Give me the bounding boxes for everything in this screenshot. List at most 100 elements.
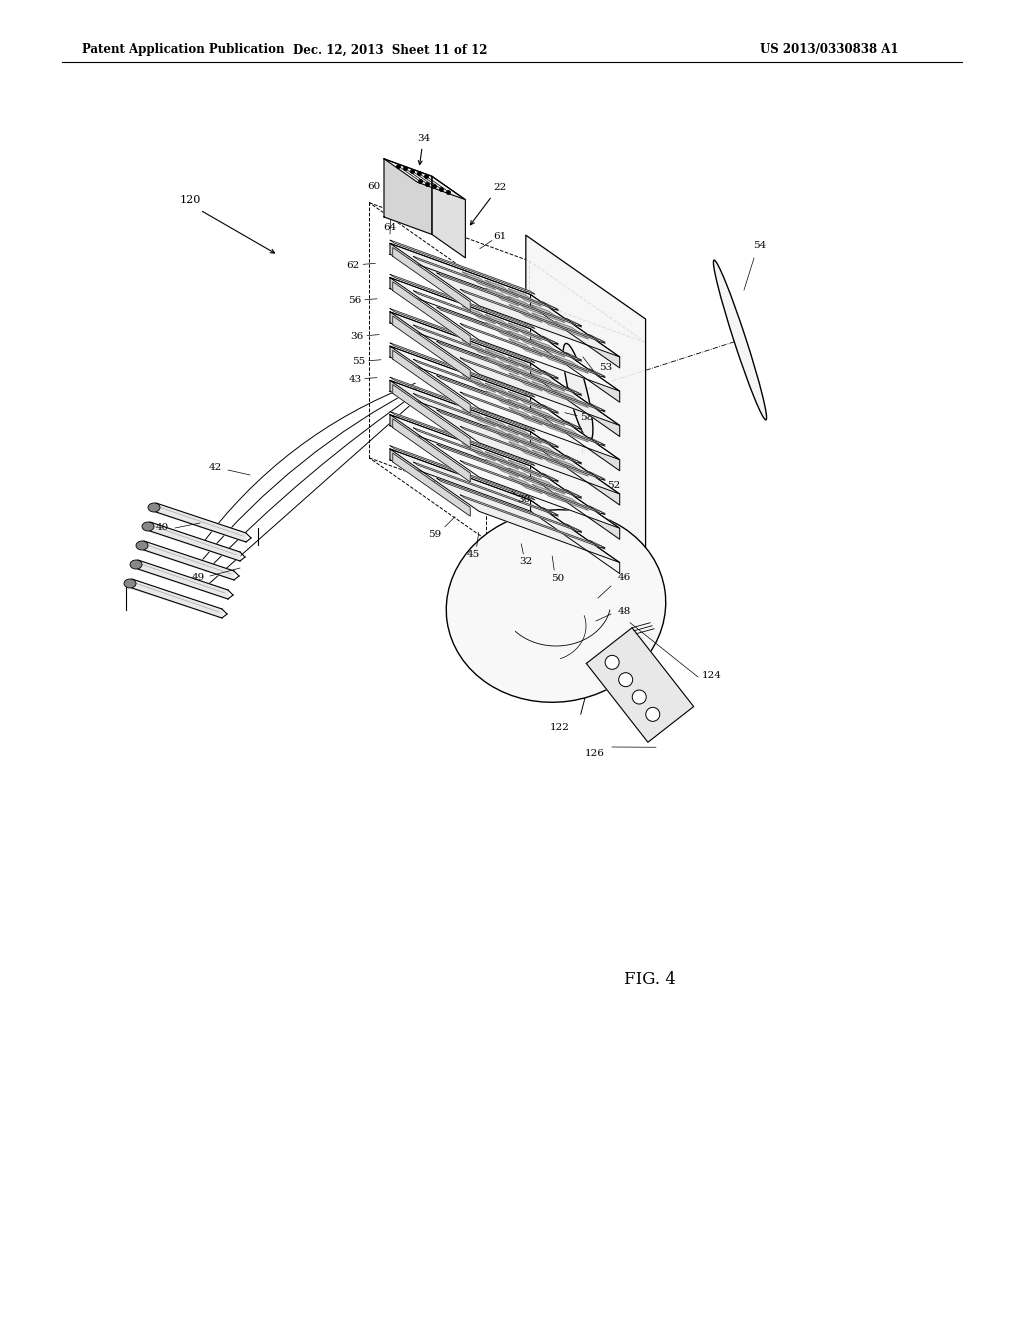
Polygon shape: [565, 455, 582, 463]
Polygon shape: [414, 393, 558, 447]
Text: 126: 126: [585, 748, 605, 758]
Polygon shape: [532, 347, 565, 366]
Polygon shape: [589, 506, 605, 513]
Polygon shape: [530, 397, 620, 471]
Text: 34: 34: [418, 135, 431, 143]
Polygon shape: [509, 374, 543, 391]
Polygon shape: [437, 444, 582, 499]
Polygon shape: [142, 541, 234, 579]
Polygon shape: [526, 235, 645, 595]
Polygon shape: [509, 305, 543, 322]
Polygon shape: [530, 363, 620, 437]
Polygon shape: [531, 374, 565, 391]
Text: 120: 120: [179, 195, 201, 205]
Polygon shape: [531, 477, 565, 494]
Text: 122: 122: [550, 722, 570, 731]
Text: FIG. 4: FIG. 4: [624, 972, 676, 989]
Polygon shape: [390, 240, 535, 294]
Polygon shape: [437, 273, 582, 327]
Text: 22: 22: [494, 183, 507, 193]
Polygon shape: [530, 500, 620, 574]
Text: 50: 50: [551, 574, 564, 582]
Polygon shape: [460, 495, 605, 549]
Polygon shape: [148, 521, 240, 561]
Polygon shape: [542, 335, 558, 343]
Polygon shape: [509, 297, 542, 314]
Text: 54: 54: [754, 240, 767, 249]
Polygon shape: [508, 392, 542, 409]
Polygon shape: [509, 408, 543, 425]
Text: US 2013/0330838 A1: US 2013/0330838 A1: [760, 44, 898, 57]
Polygon shape: [508, 459, 542, 478]
Polygon shape: [555, 458, 589, 477]
Polygon shape: [390, 346, 530, 408]
Polygon shape: [390, 449, 620, 562]
Polygon shape: [462, 444, 496, 461]
Polygon shape: [589, 368, 605, 376]
Polygon shape: [390, 446, 535, 500]
Text: 32: 32: [519, 557, 532, 566]
Polygon shape: [532, 484, 565, 502]
Polygon shape: [393, 281, 470, 345]
Text: 40: 40: [156, 524, 169, 532]
Polygon shape: [390, 243, 530, 305]
Polygon shape: [555, 424, 589, 442]
Ellipse shape: [714, 260, 767, 420]
Polygon shape: [393, 315, 470, 379]
Polygon shape: [390, 277, 620, 391]
Polygon shape: [384, 158, 432, 235]
Polygon shape: [509, 339, 543, 356]
Polygon shape: [485, 391, 519, 409]
Polygon shape: [414, 462, 558, 516]
Polygon shape: [555, 389, 589, 408]
Circle shape: [605, 655, 620, 669]
Polygon shape: [509, 434, 542, 451]
Polygon shape: [542, 370, 558, 378]
Ellipse shape: [563, 343, 593, 441]
Polygon shape: [485, 417, 518, 436]
Polygon shape: [531, 305, 565, 322]
Polygon shape: [530, 294, 620, 368]
Polygon shape: [542, 473, 558, 480]
Polygon shape: [390, 412, 535, 466]
Polygon shape: [565, 490, 582, 498]
Polygon shape: [390, 343, 535, 397]
Polygon shape: [390, 380, 530, 442]
Polygon shape: [390, 414, 620, 528]
Polygon shape: [565, 421, 582, 429]
Ellipse shape: [148, 503, 160, 512]
Polygon shape: [414, 256, 558, 310]
Text: 61: 61: [494, 232, 507, 242]
Polygon shape: [390, 243, 620, 356]
Polygon shape: [555, 492, 589, 511]
Circle shape: [646, 708, 659, 721]
Polygon shape: [485, 356, 519, 375]
Polygon shape: [460, 323, 605, 378]
Polygon shape: [531, 339, 565, 356]
Text: 56: 56: [348, 296, 361, 305]
Polygon shape: [532, 416, 565, 433]
Polygon shape: [393, 418, 470, 482]
Text: Y: Y: [444, 227, 453, 236]
Text: 36: 36: [350, 333, 364, 341]
Polygon shape: [530, 432, 620, 506]
Ellipse shape: [124, 579, 136, 587]
Polygon shape: [532, 381, 565, 399]
Polygon shape: [565, 387, 582, 395]
Ellipse shape: [136, 541, 148, 550]
Polygon shape: [462, 341, 496, 358]
Text: X: X: [454, 223, 461, 232]
Polygon shape: [565, 318, 582, 326]
Text: 64: 64: [383, 223, 396, 231]
Polygon shape: [587, 628, 693, 742]
Text: 62: 62: [347, 261, 359, 269]
Polygon shape: [437, 376, 582, 430]
Text: 53: 53: [599, 363, 612, 371]
Text: Z: Z: [392, 170, 400, 181]
Polygon shape: [555, 321, 589, 339]
Polygon shape: [414, 325, 558, 379]
Polygon shape: [542, 507, 558, 515]
Polygon shape: [485, 288, 519, 306]
Polygon shape: [531, 408, 565, 425]
Polygon shape: [437, 478, 582, 533]
